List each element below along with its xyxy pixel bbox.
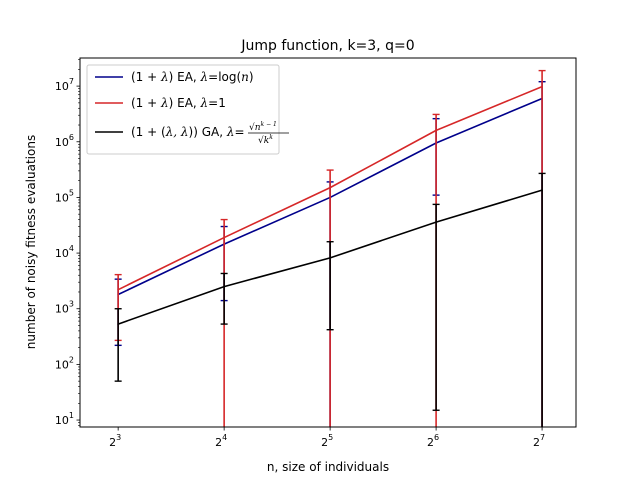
legend-label-ga-eq: =	[234, 125, 244, 139]
x-tick-label: 26	[427, 433, 439, 449]
legend-label-ga-mid: )) GA,	[189, 125, 227, 139]
x-tick-label-base: 2	[533, 436, 540, 449]
legend-label-ea-log-prefix: (1 +	[131, 70, 161, 84]
data-point	[223, 236, 225, 239]
y-tick-label-base: 10	[55, 414, 69, 427]
legend-fraction-denominator-base: √k	[258, 135, 269, 146]
y-tick-label-exponent: 7	[69, 77, 74, 86]
legend-label-ea-one-prefix: (1 +	[131, 96, 161, 110]
legend-label-ea-one-lambda: λ	[160, 96, 169, 110]
chart-title: Jump function, k=3, q=0	[240, 38, 414, 54]
legend-label-ea-log-lambda-2: λ	[200, 70, 209, 84]
x-tick-label-base: 2	[109, 436, 116, 449]
data-point	[541, 189, 543, 191]
legend-label-ea-one-lambda-2: λ	[200, 96, 209, 110]
y-tick-label-exponent: 4	[69, 244, 74, 253]
x-tick-label-exponent: 7	[540, 433, 545, 442]
legend-fraction-numerator-exp: k − 1	[261, 121, 277, 128]
y-tick-label-base: 10	[55, 358, 69, 371]
y-tick-label: 107	[55, 77, 74, 93]
legend-label-ea-log-mid: ) EA,	[169, 70, 201, 84]
series-3	[114, 172, 546, 427]
legend-label-ea-one-mid: ) EA,	[169, 96, 201, 110]
legend-label-ga: (1 + (λ, λ)) GA, λ=	[131, 125, 245, 139]
x-tick-label-exponent: 5	[328, 433, 333, 442]
y-tick-label-exponent: 1	[69, 411, 74, 420]
y-tick-label: 106	[55, 133, 74, 149]
y-axis-title: number of noisy fitness evaluations	[24, 135, 38, 349]
x-tick-label: 25	[321, 433, 333, 449]
legend-label-ea-log-n: n	[241, 70, 249, 84]
data-point	[223, 285, 225, 288]
x-tick-label-exponent: 6	[434, 433, 439, 442]
legend-label-ea-log: (1 + λ) EA, λ=log(n)	[131, 70, 254, 84]
x-tick-label-exponent: 4	[222, 433, 227, 442]
x-tick-label: 27	[533, 433, 545, 449]
y-tick-label-exponent: 2	[69, 355, 74, 364]
y-tick-label: 102	[55, 355, 74, 371]
data-point	[329, 186, 331, 189]
legend-label-ea-log-suffix: =log(	[208, 70, 241, 84]
y-tick-label-base: 10	[55, 247, 69, 260]
y-tick-label-base: 10	[55, 136, 69, 149]
axes-frame	[79, 57, 577, 428]
y-tick-label: 104	[55, 244, 74, 260]
legend-label-ga-prefix: (1 + (	[131, 125, 166, 139]
x-tick-label-base: 2	[427, 436, 434, 449]
legend: (1 + λ) EA, λ=log(n) (1 + λ) EA, λ=1 (1 …	[86, 64, 289, 155]
legend-frame	[86, 64, 280, 155]
legend-label-ea-one: (1 + λ) EA, λ=1	[131, 96, 226, 110]
data-point	[329, 257, 331, 259]
x-tick-label: 23	[109, 433, 121, 449]
y-tick-label: 101	[55, 411, 74, 427]
data-point	[435, 129, 437, 132]
x-tick-label-exponent: 3	[116, 433, 121, 442]
legend-fraction-denominator: √kk	[258, 134, 273, 146]
legend-fraction: √nk − 1 √kk	[248, 121, 289, 146]
y-tick-label-base: 10	[55, 80, 69, 93]
data-point	[435, 221, 437, 223]
y-tick-label-exponent: 3	[69, 300, 74, 309]
x-tick-label-base: 2	[215, 436, 222, 449]
data-point	[117, 323, 119, 325]
data-point	[117, 288, 119, 291]
legend-label-ea-log-lambda: λ	[160, 70, 169, 84]
x-tick-label-base: 2	[321, 436, 328, 449]
y-tick-label-exponent: 5	[69, 188, 74, 197]
y-tick-label-base: 10	[55, 191, 69, 204]
legend-label-ga-lambda-pair: λ, λ	[165, 125, 189, 139]
legend-label-ga-lambda: λ	[226, 125, 235, 139]
legend-label-ea-log-close: )	[249, 70, 254, 84]
x-tick-label: 24	[215, 433, 227, 449]
x-axis-title: n, size of individuals	[267, 460, 389, 474]
y-tick-label-exponent: 6	[69, 133, 74, 142]
legend-label-ea-one-suffix: =1	[208, 96, 226, 110]
y-tick-label: 105	[55, 188, 74, 204]
legend-fraction-denominator-exp: k	[269, 134, 273, 141]
legend-fraction-numerator: √nk − 1	[249, 121, 277, 133]
y-tick-label-base: 10	[55, 303, 69, 316]
y-tick-label: 103	[55, 300, 74, 316]
data-point	[541, 85, 543, 88]
legend-fraction-numerator-base: √n	[249, 122, 261, 133]
